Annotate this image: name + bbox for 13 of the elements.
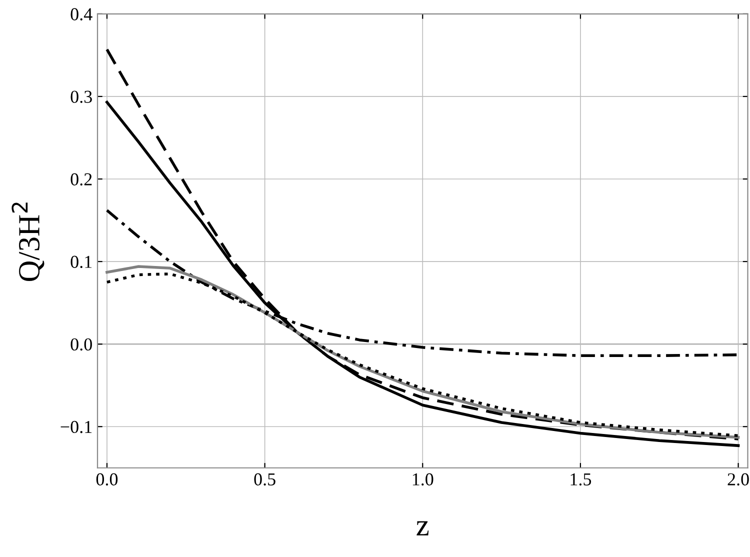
x-tick-label: 0.0: [96, 473, 118, 486]
y-tick-label: 0.0: [70, 338, 92, 351]
y-tick-label: −0.1: [60, 420, 92, 434]
x-tick-label: 0.5: [254, 473, 276, 486]
y-tick-label: 0.2: [70, 173, 92, 186]
y-tick-label: 0.4: [70, 8, 92, 20]
y-axis-title: Q/3H$^{2}$: [12, 202, 44, 282]
x-tick-label: 1.5: [570, 473, 592, 486]
x-tick-label: 2.0: [728, 473, 749, 486]
x-tick-label: 1.0: [412, 473, 434, 486]
y-tick-label: 0.3: [70, 90, 92, 103]
x-axis-title: z: [416, 521, 429, 536]
y-tick-label: 0.1: [70, 256, 92, 268]
